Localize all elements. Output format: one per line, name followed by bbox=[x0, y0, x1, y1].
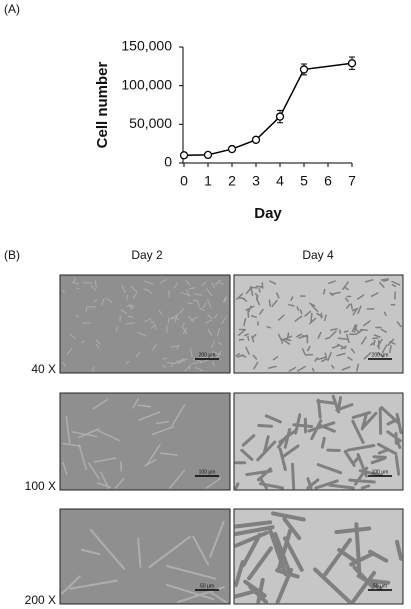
micrograph bbox=[59, 392, 231, 491]
data-point bbox=[275, 112, 285, 121]
x-axis-title: Day bbox=[254, 205, 282, 222]
x-tick-label: 1 bbox=[204, 173, 212, 189]
cell-texture bbox=[62, 277, 227, 372]
data-point bbox=[347, 59, 357, 68]
y-tick-label: 0 bbox=[164, 154, 172, 170]
row-label: 40 X bbox=[31, 362, 56, 376]
micrograph bbox=[59, 274, 231, 374]
scale-bar-label: 50 μm bbox=[200, 583, 214, 589]
y-tick-label: 100,000 bbox=[121, 76, 172, 92]
row-label: 100 X bbox=[25, 479, 56, 493]
micrograph bbox=[59, 508, 231, 605]
cell-texture bbox=[235, 278, 402, 372]
data-point bbox=[251, 135, 261, 144]
y-tick-label: 50,000 bbox=[129, 115, 172, 131]
x-tick-label: 6 bbox=[324, 173, 332, 189]
x-tick-label: 4 bbox=[276, 173, 284, 189]
cell-texture bbox=[62, 398, 222, 489]
x-tick-label: 5 bbox=[300, 173, 308, 189]
x-tick-label: 7 bbox=[348, 173, 356, 189]
data-point bbox=[203, 150, 213, 160]
data-point bbox=[179, 151, 189, 160]
y-tick-label: 150,000 bbox=[121, 38, 172, 54]
scale-bar-label: 50 μm bbox=[373, 583, 387, 589]
column-header: Day 2 bbox=[131, 248, 163, 262]
scale-bar-label: 100 μm bbox=[372, 469, 389, 475]
scale-bar-label: 200 μm bbox=[199, 352, 216, 358]
cell-texture bbox=[234, 511, 403, 604]
cell-texture bbox=[234, 394, 403, 490]
scale-bar-label: 100 μm bbox=[199, 469, 216, 475]
scale-bar-label: 200 μm bbox=[372, 352, 389, 358]
row-label: 200 X bbox=[25, 593, 56, 607]
column-header: Day 4 bbox=[302, 248, 334, 262]
cell-texture bbox=[61, 521, 227, 603]
micrograph bbox=[233, 274, 404, 374]
data-point bbox=[227, 144, 237, 154]
x-tick-label: 3 bbox=[252, 173, 260, 189]
panel-label: (A) bbox=[4, 2, 20, 16]
data-point bbox=[299, 65, 309, 74]
y-axis-title: Cell number bbox=[94, 61, 111, 148]
panel-label: (B) bbox=[4, 248, 20, 262]
x-tick-label: 2 bbox=[228, 173, 236, 189]
x-tick-label: 0 bbox=[180, 173, 188, 189]
data-line bbox=[183, 62, 353, 157]
